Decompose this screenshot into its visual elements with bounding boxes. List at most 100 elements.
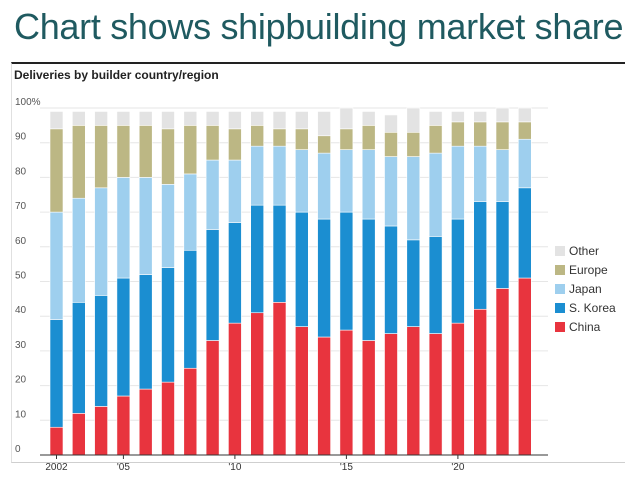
headline: Chart shows shipbuilding market share xyxy=(14,6,624,47)
bar-segment-s-korea-2002 xyxy=(49,319,64,428)
bar-segment-japan-2004 xyxy=(94,187,108,296)
y-tick-label: 20 xyxy=(15,375,27,386)
bar-segment-other-2021 xyxy=(473,111,488,123)
bar-segment-s-korea-2021 xyxy=(473,201,488,310)
bar-segment-china-2010 xyxy=(228,322,242,456)
bar-segment-china-2008 xyxy=(183,367,198,456)
bar-segment-s-korea-2007 xyxy=(161,267,175,383)
bar-segment-other-2022 xyxy=(495,107,510,123)
bar-segment-china-2007 xyxy=(161,381,175,456)
bar-segment-japan-2011 xyxy=(250,145,264,206)
y-tick-label: 10 xyxy=(15,409,27,420)
bar-segment-other-2018 xyxy=(406,107,421,133)
bar-segment-china-2016 xyxy=(361,340,376,456)
bar-segment-europe-2003 xyxy=(72,125,86,199)
bar-segment-s-korea-2023 xyxy=(517,187,532,279)
bar-segment-china-2022 xyxy=(495,288,510,456)
bar-segment-other-2007 xyxy=(161,111,175,130)
legend-label: Europe xyxy=(569,263,608,277)
chart-panel xyxy=(11,62,625,463)
bar-segment-s-korea-2010 xyxy=(228,222,242,324)
bar-segment-other-2006 xyxy=(138,111,153,126)
bar-segment-europe-2009 xyxy=(205,125,220,161)
bar-segment-china-2003 xyxy=(72,413,86,456)
bar-segment-china-2018 xyxy=(406,326,421,456)
bar-segment-europe-2015 xyxy=(339,128,354,150)
bar-segment-japan-2008 xyxy=(183,173,198,251)
legend-swatch xyxy=(555,322,565,332)
bar-segment-china-2020 xyxy=(451,322,465,456)
y-axis: 0 10 20 30 40 50 60 70 80 90 100% xyxy=(15,97,41,455)
legend-swatch xyxy=(555,284,565,294)
bar-segment-other-2012 xyxy=(272,111,287,130)
bar-segment-japan-2014 xyxy=(317,152,331,220)
x-tick-label: '10 xyxy=(228,462,241,473)
bar-segment-europe-2021 xyxy=(473,121,488,147)
bar-segment-japan-2010 xyxy=(228,159,242,223)
legend-swatch xyxy=(555,303,565,313)
y-tick-label: 30 xyxy=(15,340,27,351)
legend-label: Other xyxy=(569,244,599,258)
bar-segment-europe-2010 xyxy=(228,128,242,161)
bar-segment-other-2015 xyxy=(339,107,354,130)
bar-segment-s-korea-2012 xyxy=(272,204,287,303)
bar-segment-other-2009 xyxy=(205,111,220,126)
bar-segment-china-2017 xyxy=(384,333,398,456)
bar-segment-s-korea-2014 xyxy=(317,218,331,338)
y-tick-label: 0 xyxy=(15,444,21,455)
bar-segment-china-2014 xyxy=(317,336,331,456)
bar-segment-europe-2012 xyxy=(272,128,287,147)
legend-swatch xyxy=(555,246,565,256)
bar-segment-europe-2018 xyxy=(406,131,421,157)
bar-segment-europe-2007 xyxy=(161,128,175,185)
bars xyxy=(49,107,532,456)
bar-segment-s-korea-2022 xyxy=(495,201,510,289)
bar-segment-other-2016 xyxy=(361,111,376,126)
y-tick-label: 100% xyxy=(15,97,41,108)
bar-segment-japan-2021 xyxy=(473,145,488,202)
bar-segment-europe-2022 xyxy=(495,121,510,150)
bar-segment-japan-2022 xyxy=(495,149,510,202)
bar-segment-japan-2013 xyxy=(294,149,309,213)
bar-segment-china-2013 xyxy=(294,326,309,456)
chart-title: Deliveries by builder country/region xyxy=(14,68,219,82)
bar-segment-other-2005 xyxy=(116,111,131,126)
bar-segment-europe-2002 xyxy=(49,128,64,213)
bar-segment-europe-2011 xyxy=(250,125,264,147)
bar-segment-china-2009 xyxy=(205,340,220,456)
bar-segment-japan-2003 xyxy=(72,197,86,303)
bar-segment-europe-2019 xyxy=(428,125,443,154)
bar-segment-europe-2005 xyxy=(116,125,131,178)
bar-segment-japan-2015 xyxy=(339,149,354,213)
x-tick-label: 2002 xyxy=(45,462,68,473)
bar-segment-other-2008 xyxy=(183,111,198,126)
bar-segment-china-2012 xyxy=(272,302,287,456)
bar-segment-china-2006 xyxy=(138,388,153,456)
bar-segment-s-korea-2006 xyxy=(138,274,153,390)
bar-segment-s-korea-2020 xyxy=(451,218,465,324)
bar-segment-europe-2020 xyxy=(451,121,465,147)
bar-segment-china-2015 xyxy=(339,329,354,456)
bar-segment-s-korea-2005 xyxy=(116,277,131,397)
bar-segment-s-korea-2015 xyxy=(339,211,354,331)
bar-segment-s-korea-2011 xyxy=(250,204,264,314)
bar-segment-japan-2006 xyxy=(138,177,153,275)
legend: Other Europe Japan S. Korea China xyxy=(555,244,616,334)
y-tick-label: 90 xyxy=(15,132,27,143)
x-tick-label: '20 xyxy=(451,462,464,473)
bar-segment-other-2002 xyxy=(49,111,64,130)
legend-label: S. Korea xyxy=(569,301,616,315)
bar-segment-japan-2016 xyxy=(361,149,376,220)
bar-segment-s-korea-2019 xyxy=(428,236,443,334)
bar-segment-other-2020 xyxy=(451,111,465,123)
bar-segment-other-2003 xyxy=(72,111,86,126)
bar-segment-other-2010 xyxy=(228,111,242,130)
x-tick-label: '05 xyxy=(117,462,130,473)
bar-segment-japan-2005 xyxy=(116,177,131,279)
bar-segment-europe-2004 xyxy=(94,125,108,189)
y-tick-label: 60 xyxy=(15,236,27,247)
legend-label: Japan xyxy=(569,282,602,296)
bar-segment-s-korea-2017 xyxy=(384,225,398,334)
bar-segment-japan-2020 xyxy=(451,145,465,220)
bar-segment-china-2021 xyxy=(473,308,488,456)
